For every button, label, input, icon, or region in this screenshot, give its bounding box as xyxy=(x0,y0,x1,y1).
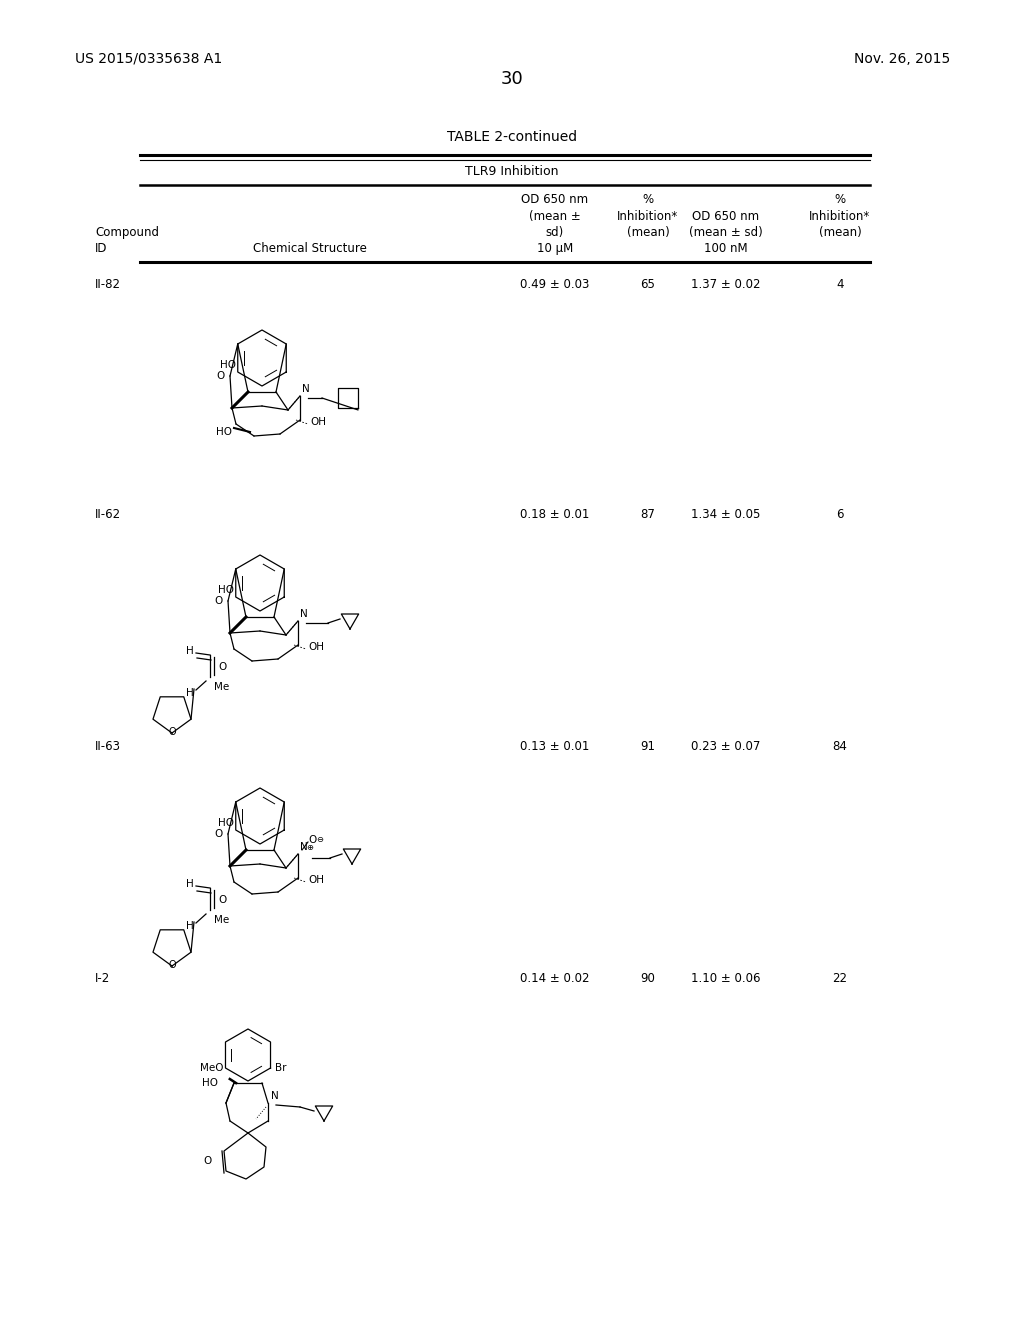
Text: HO: HO xyxy=(202,1078,218,1088)
Text: 90: 90 xyxy=(641,972,655,985)
Text: H: H xyxy=(186,645,194,656)
Text: 84: 84 xyxy=(833,741,848,752)
Text: O: O xyxy=(218,663,226,672)
Text: O: O xyxy=(217,371,225,381)
Text: O: O xyxy=(218,895,226,906)
Text: Inhibition*: Inhibition* xyxy=(809,210,870,223)
Text: 91: 91 xyxy=(640,741,655,752)
Text: 100 nM: 100 nM xyxy=(705,242,748,255)
Text: Nov. 26, 2015: Nov. 26, 2015 xyxy=(854,51,950,66)
Text: MeO: MeO xyxy=(200,1063,223,1073)
Text: 87: 87 xyxy=(641,508,655,521)
Text: H: H xyxy=(186,688,194,698)
Text: ⊕: ⊕ xyxy=(306,843,313,851)
Text: OH: OH xyxy=(310,417,326,426)
Text: sd): sd) xyxy=(546,226,564,239)
Text: II-62: II-62 xyxy=(95,508,121,521)
Text: II-82: II-82 xyxy=(95,279,121,290)
Text: Chemical Structure: Chemical Structure xyxy=(253,242,367,255)
Text: N: N xyxy=(302,384,309,393)
Text: 0.49 ± 0.03: 0.49 ± 0.03 xyxy=(520,279,590,290)
Text: HO: HO xyxy=(218,818,233,828)
Text: O: O xyxy=(215,597,223,606)
Text: H: H xyxy=(186,921,194,931)
Text: Me: Me xyxy=(214,915,229,925)
Text: 22: 22 xyxy=(833,972,848,985)
Text: O: O xyxy=(215,829,223,840)
Text: Br: Br xyxy=(274,1063,286,1073)
Text: H: H xyxy=(186,879,194,888)
Text: Inhibition*: Inhibition* xyxy=(617,210,679,223)
Text: 30: 30 xyxy=(501,70,523,88)
Text: ID: ID xyxy=(95,242,108,255)
Text: OH: OH xyxy=(308,875,324,884)
Text: OD 650 nm: OD 650 nm xyxy=(521,193,589,206)
Text: (mean ± sd): (mean ± sd) xyxy=(689,226,763,239)
Text: N: N xyxy=(271,1092,279,1101)
Text: HO: HO xyxy=(220,360,236,370)
Text: OH: OH xyxy=(308,642,324,652)
Text: O: O xyxy=(168,960,176,970)
Text: N: N xyxy=(300,842,308,851)
Text: HO: HO xyxy=(216,426,232,437)
Text: Me: Me xyxy=(214,682,229,692)
Text: I-2: I-2 xyxy=(95,972,111,985)
Text: 0.13 ± 0.01: 0.13 ± 0.01 xyxy=(520,741,590,752)
Text: (mean): (mean) xyxy=(627,226,670,239)
Text: HO: HO xyxy=(218,585,233,595)
Text: %: % xyxy=(835,193,846,206)
Text: OD 650 nm: OD 650 nm xyxy=(692,210,760,223)
Text: 4: 4 xyxy=(837,279,844,290)
Text: 0.18 ± 0.01: 0.18 ± 0.01 xyxy=(520,508,590,521)
Text: %: % xyxy=(642,193,653,206)
Text: O: O xyxy=(308,836,316,845)
Text: 0.14 ± 0.02: 0.14 ± 0.02 xyxy=(520,972,590,985)
Text: Compound: Compound xyxy=(95,226,159,239)
Text: ⊖: ⊖ xyxy=(316,836,323,845)
Text: 0.23 ± 0.07: 0.23 ± 0.07 xyxy=(691,741,761,752)
Text: N: N xyxy=(300,609,308,619)
Text: (mean ±: (mean ± xyxy=(529,210,581,223)
Text: TABLE 2-continued: TABLE 2-continued xyxy=(446,129,578,144)
Text: US 2015/0335638 A1: US 2015/0335638 A1 xyxy=(75,51,222,66)
Text: 1.37 ± 0.02: 1.37 ± 0.02 xyxy=(691,279,761,290)
Text: 10 μM: 10 μM xyxy=(537,242,573,255)
Text: 6: 6 xyxy=(837,508,844,521)
Text: 65: 65 xyxy=(641,279,655,290)
Text: O: O xyxy=(204,1156,212,1166)
Text: O: O xyxy=(168,727,176,737)
Text: II-63: II-63 xyxy=(95,741,121,752)
Text: TLR9 Inhibition: TLR9 Inhibition xyxy=(465,165,559,178)
Text: (mean): (mean) xyxy=(818,226,861,239)
Text: 1.34 ± 0.05: 1.34 ± 0.05 xyxy=(691,508,761,521)
Text: 1.10 ± 0.06: 1.10 ± 0.06 xyxy=(691,972,761,985)
